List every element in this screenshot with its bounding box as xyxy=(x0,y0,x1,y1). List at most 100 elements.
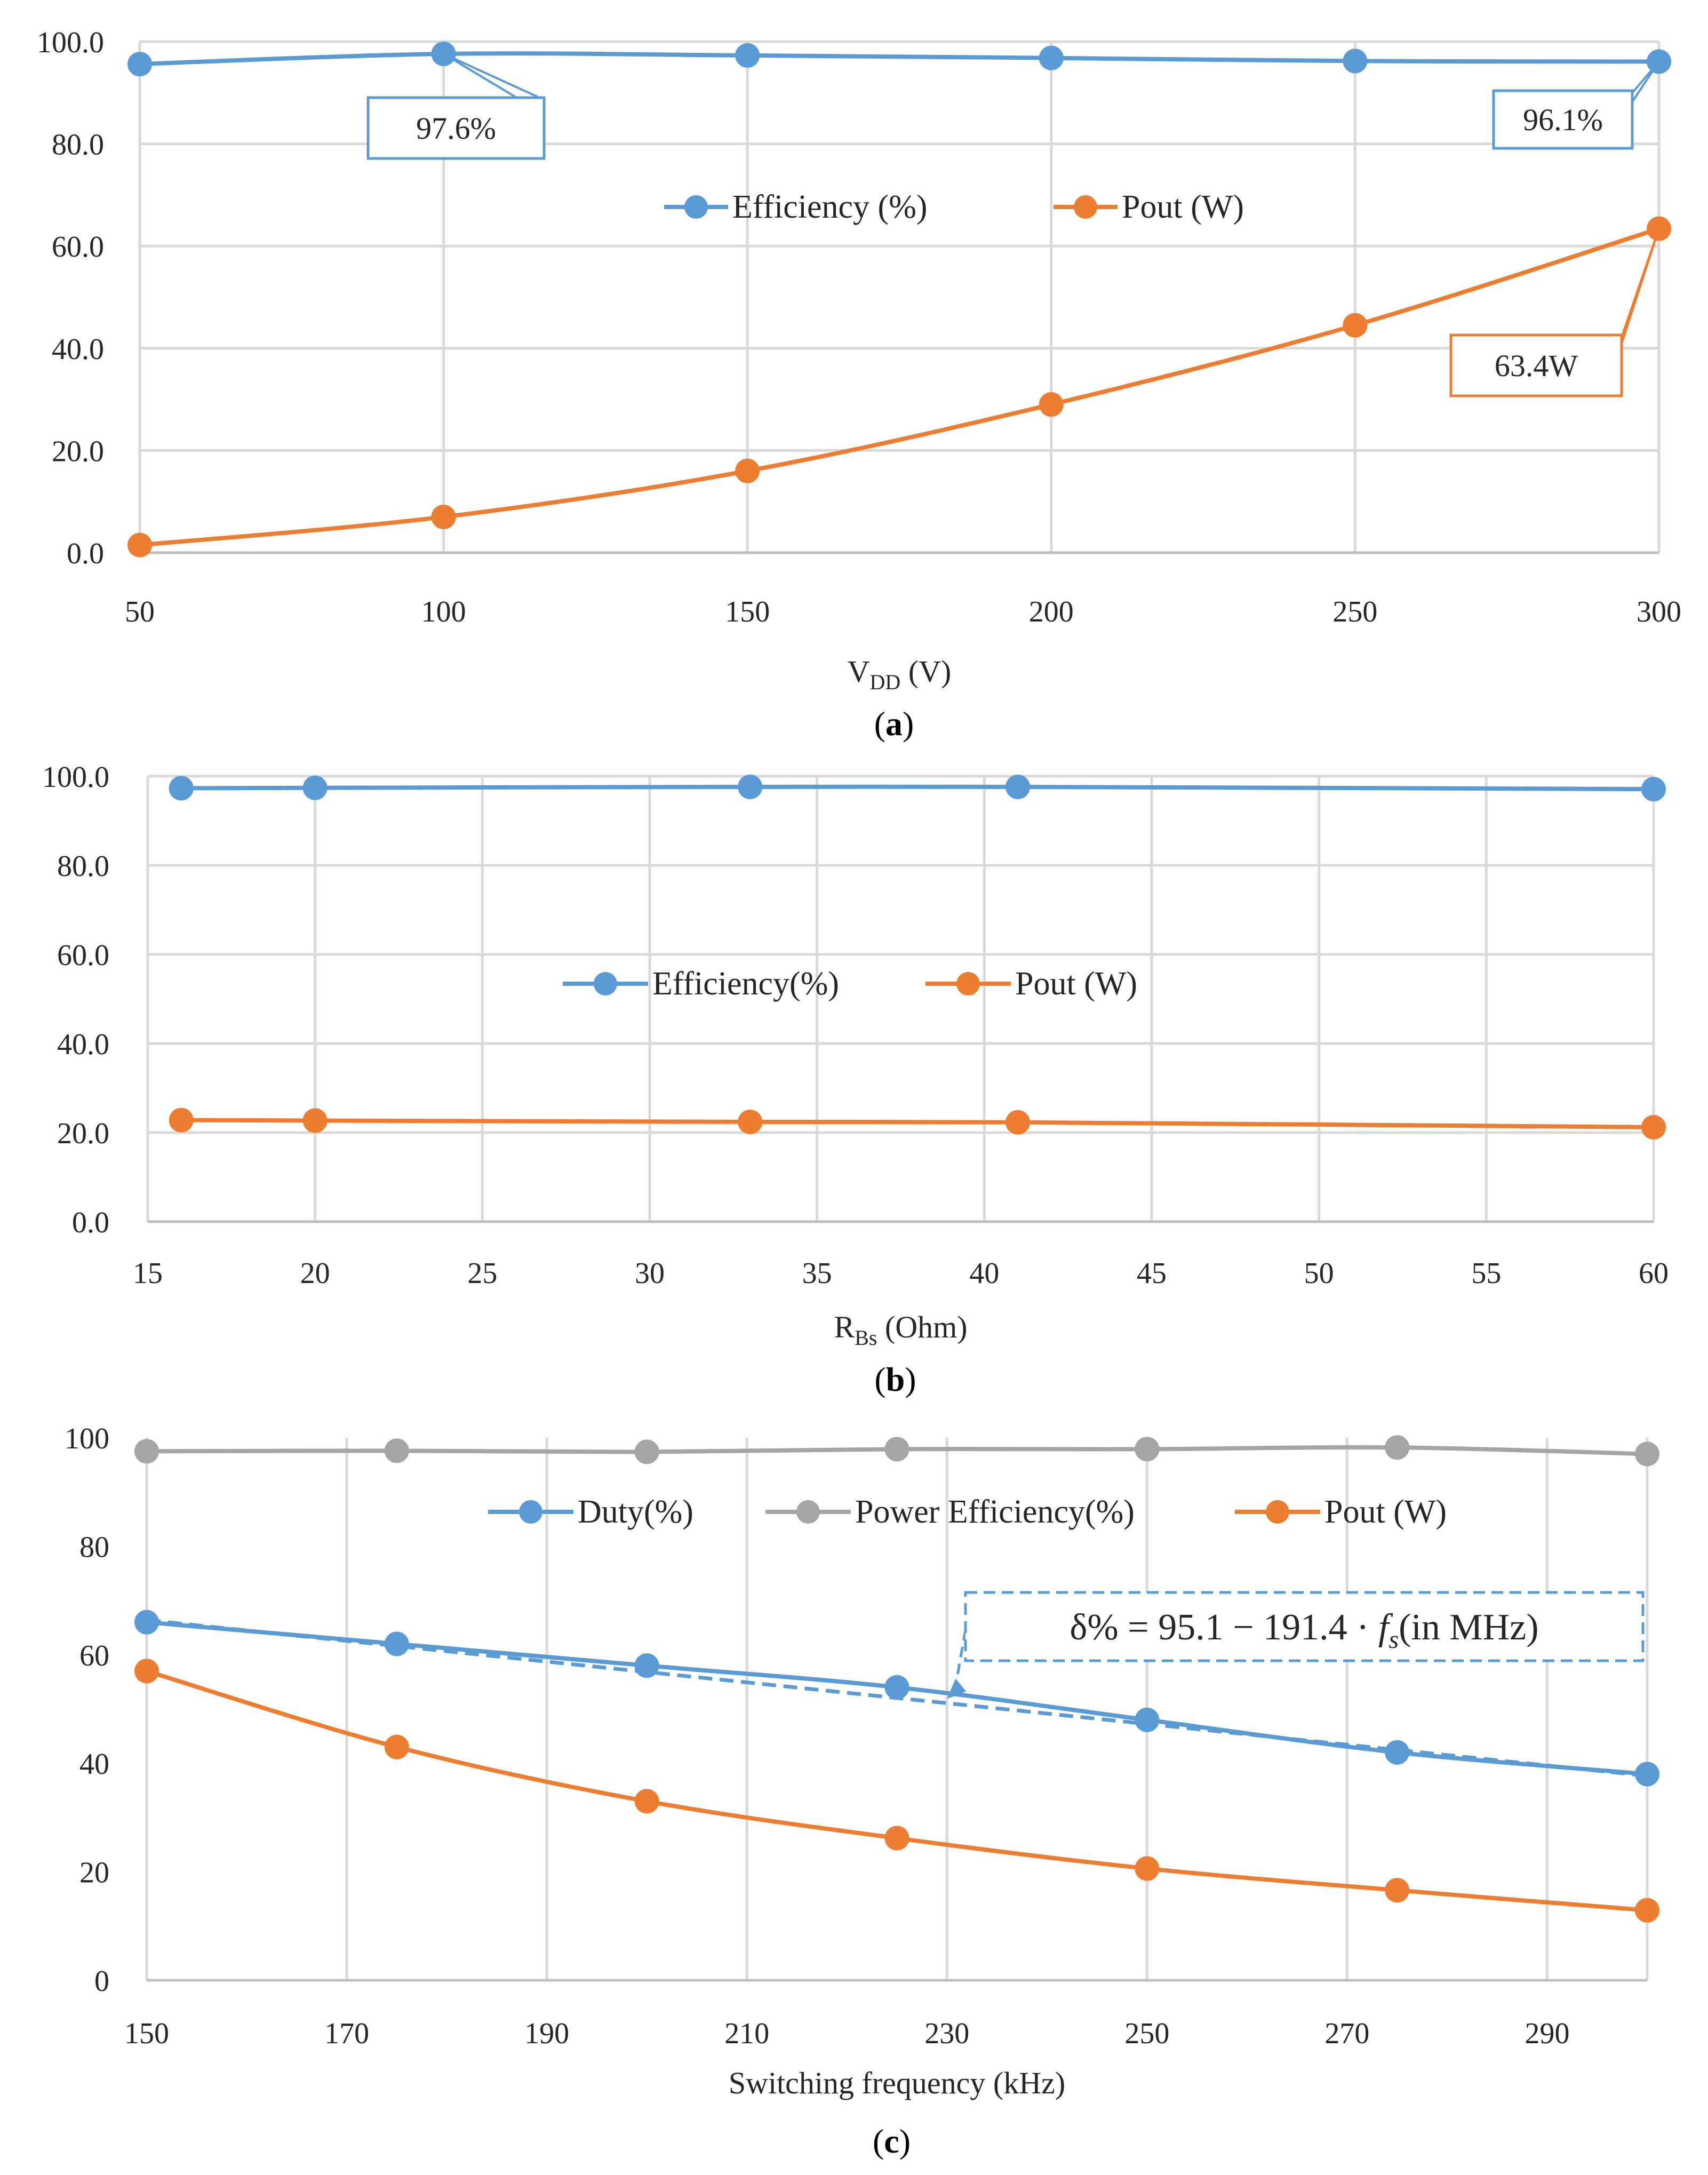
caption-open: ( xyxy=(874,705,885,743)
data-point xyxy=(1385,1435,1410,1460)
legend-marker xyxy=(684,195,708,219)
data-point xyxy=(169,776,194,801)
data-point xyxy=(1385,1878,1410,1903)
x-tick-label: 35 xyxy=(802,1257,832,1290)
x-tick-label: 20 xyxy=(300,1257,330,1290)
callout-box xyxy=(1449,333,1623,397)
y-tick-label: 100 xyxy=(65,1422,109,1455)
x-axis-title: VDD (V) xyxy=(848,654,952,694)
x-tick-label: 190 xyxy=(524,2017,569,2050)
series-line-1 xyxy=(138,226,1661,547)
x-axis-title-main: V xyxy=(848,654,870,689)
x-axis-title-subscript: DD xyxy=(870,670,901,694)
caption: (a) xyxy=(874,705,914,743)
data-point xyxy=(134,1659,159,1684)
data-point xyxy=(1635,1441,1659,1467)
y-tick-label: 60 xyxy=(79,1639,109,1672)
callout-box xyxy=(1492,89,1634,150)
y-tick-label: 20.0 xyxy=(52,435,104,468)
y-tick-label: 0.0 xyxy=(72,1206,109,1239)
data-point xyxy=(1641,1114,1666,1140)
legend-marker xyxy=(956,972,980,995)
data-point xyxy=(1635,1898,1659,1923)
x-axis-title: Switching frequency (kHz) xyxy=(729,2066,1065,2100)
y-tick-label: 40.0 xyxy=(52,333,104,366)
data-point xyxy=(1005,775,1031,800)
equation-box xyxy=(964,1591,1645,1662)
x-axis-title: RBs (Ohm) xyxy=(834,1310,967,1350)
y-tick-label: 0 xyxy=(94,1965,109,1998)
data-point xyxy=(634,1439,659,1464)
legend-marker xyxy=(519,1500,542,1524)
data-point xyxy=(1135,1856,1160,1881)
data-point xyxy=(884,1826,909,1851)
y-tick-label: 40 xyxy=(79,1748,109,1781)
chart-b: 0.0 20.0 40.0 60.0 80.0 100.0 15 20 25 30 35 40 45 50… xyxy=(42,761,1669,1398)
caption: (b) xyxy=(874,1360,916,1398)
legend-marker xyxy=(1074,195,1097,219)
data-point xyxy=(1135,1707,1160,1732)
data-point xyxy=(884,1675,909,1700)
equation-f-subscript: s xyxy=(1388,1626,1399,1654)
x-axis-title-subscript: Bs xyxy=(855,1326,877,1350)
x-tick-label: 30 xyxy=(635,1257,665,1290)
x-tick-label: 15 xyxy=(133,1257,163,1290)
x-tick-label: 170 xyxy=(324,2017,369,2050)
y-tick-label: 60.0 xyxy=(57,939,109,972)
data-point xyxy=(384,1631,409,1656)
y-tick-label: 100.0 xyxy=(42,761,109,794)
legend-label: Duty(%) xyxy=(578,1494,693,1530)
y-tick-label: 40.0 xyxy=(57,1028,109,1061)
data-point xyxy=(1039,392,1064,417)
data-point xyxy=(134,1439,159,1464)
caption-close: ) xyxy=(905,1360,916,1398)
x-tick-label: 50 xyxy=(1304,1257,1334,1290)
legend-label: Efficiency (%) xyxy=(732,189,928,225)
x-tick-label: 150 xyxy=(725,595,770,628)
caption-open: ( xyxy=(874,1360,885,1398)
caption-open: ( xyxy=(873,2122,884,2160)
data-point xyxy=(302,775,328,800)
y-tick-label: 20 xyxy=(79,1857,109,1890)
y-tick-label: 80 xyxy=(79,1531,109,1564)
data-point xyxy=(302,1108,328,1133)
data-point xyxy=(431,504,456,529)
data-point xyxy=(1135,1437,1160,1462)
data-point xyxy=(1039,45,1064,70)
data-point xyxy=(1385,1740,1410,1765)
y-tick-label: 80.0 xyxy=(57,850,109,883)
data-point xyxy=(134,1610,159,1635)
data-point xyxy=(1343,313,1368,338)
x-tick-label: 25 xyxy=(467,1257,497,1290)
data-point xyxy=(884,1437,909,1462)
caption-letter: a xyxy=(885,705,903,743)
legend-marker xyxy=(796,1500,820,1524)
callout-label: 97.6% xyxy=(416,111,496,146)
legend-label: Pout (W) xyxy=(1324,1494,1447,1530)
callout-box xyxy=(366,96,546,160)
x-axis-title-unit: (Ohm) xyxy=(877,1310,967,1344)
y-tick-label: 80.0 xyxy=(52,129,104,162)
x-tick-label: 50 xyxy=(125,595,155,628)
data-point xyxy=(1343,49,1368,74)
data-point xyxy=(738,775,763,800)
equation-pointer-head xyxy=(947,1678,967,1699)
x-tick-label: 250 xyxy=(1124,2017,1169,2050)
data-point xyxy=(384,1438,409,1463)
y-tick-label: 60.0 xyxy=(52,230,104,264)
data-point xyxy=(169,1108,194,1133)
data-point xyxy=(735,43,760,68)
data-point xyxy=(1635,1762,1659,1787)
x-axis-title-main: R xyxy=(834,1310,855,1344)
legend-marker xyxy=(1266,1500,1289,1524)
callout-label: 96.1% xyxy=(1523,102,1603,137)
y-tick-label: 0.0 xyxy=(67,537,104,570)
legend-marker xyxy=(594,972,617,995)
data-point xyxy=(738,1109,763,1134)
data-point xyxy=(127,52,152,77)
data-point xyxy=(634,1653,659,1678)
callout-label: 63.4W xyxy=(1495,348,1578,383)
x-tick-label: 55 xyxy=(1471,1257,1501,1290)
